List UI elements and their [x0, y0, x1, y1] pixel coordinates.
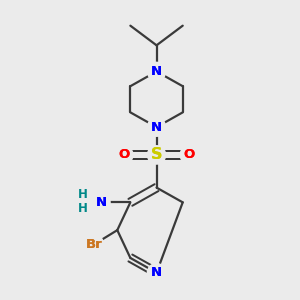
Circle shape [147, 118, 166, 136]
Text: N: N [151, 65, 162, 78]
Text: S: S [151, 147, 162, 162]
Circle shape [147, 62, 166, 81]
Text: N: N [151, 121, 162, 134]
Text: O: O [118, 148, 130, 161]
Text: S: S [151, 147, 162, 162]
Circle shape [115, 146, 133, 164]
Text: O: O [118, 148, 130, 161]
Circle shape [180, 146, 198, 164]
Text: O: O [184, 148, 195, 161]
Text: N: N [151, 266, 162, 279]
Circle shape [85, 235, 103, 254]
Circle shape [147, 263, 166, 282]
Text: H: H [78, 202, 88, 215]
Circle shape [147, 146, 166, 164]
Text: Br: Br [86, 238, 103, 251]
Text: N: N [151, 65, 162, 78]
Text: N: N [95, 196, 106, 209]
Circle shape [92, 193, 110, 212]
Text: O: O [184, 148, 195, 161]
Text: H: H [78, 188, 88, 201]
Text: N: N [95, 196, 106, 209]
Text: N: N [151, 266, 162, 279]
Text: N: N [151, 121, 162, 134]
Text: Br: Br [86, 238, 103, 251]
